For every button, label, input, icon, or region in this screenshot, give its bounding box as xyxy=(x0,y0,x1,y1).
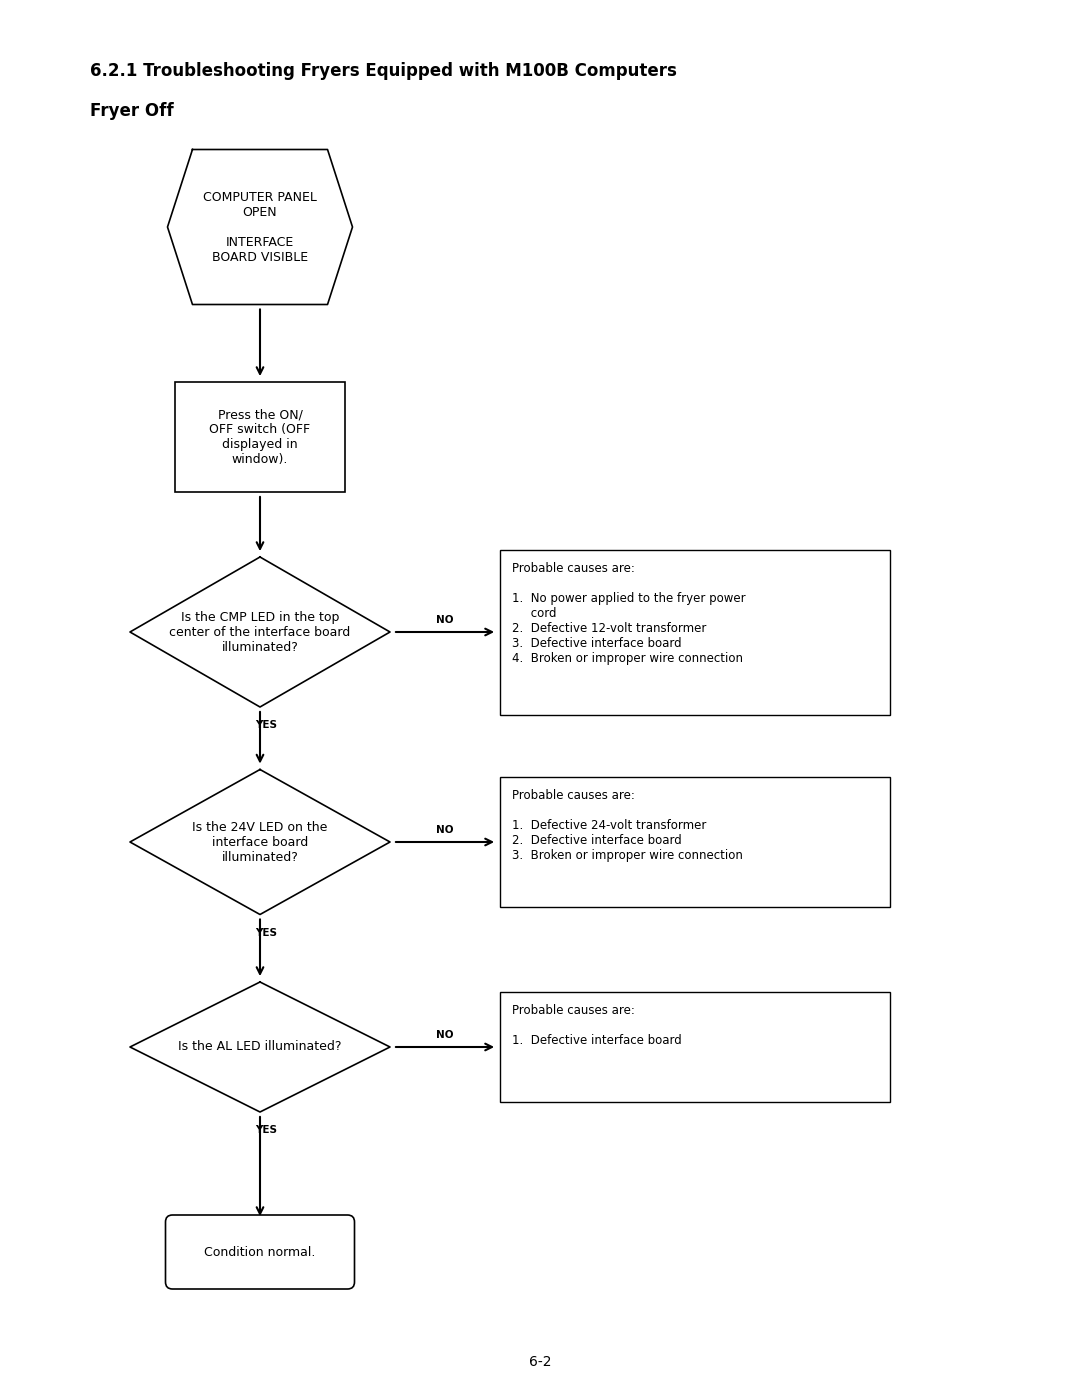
Text: Press the ON/
OFF switch (OFF
displayed in
window).: Press the ON/ OFF switch (OFF displayed … xyxy=(210,408,311,467)
Text: Is the CMP LED in the top
center of the interface board
illuminated?: Is the CMP LED in the top center of the … xyxy=(170,610,351,654)
Text: Condition normal.: Condition normal. xyxy=(204,1246,315,1259)
Bar xyxy=(500,992,890,1102)
Text: 6.2.1 Troubleshooting Fryers Equipped with M100B Computers: 6.2.1 Troubleshooting Fryers Equipped wi… xyxy=(90,61,677,80)
Text: Is the 24V LED on the
interface board
illuminated?: Is the 24V LED on the interface board il… xyxy=(192,820,327,863)
Text: 6-2: 6-2 xyxy=(529,1355,551,1369)
Text: YES: YES xyxy=(255,1125,276,1134)
Text: Probable causes are:

1.  No power applied to the fryer power
     cord
2.  Defe: Probable causes are: 1. No power applied… xyxy=(512,562,745,665)
Text: Probable causes are:

1.  Defective interface board: Probable causes are: 1. Defective interf… xyxy=(512,1004,681,1046)
Text: NO: NO xyxy=(436,826,454,835)
Bar xyxy=(175,381,345,492)
Text: COMPUTER PANEL
OPEN

INTERFACE
BOARD VISIBLE: COMPUTER PANEL OPEN INTERFACE BOARD VISI… xyxy=(203,190,316,264)
Text: YES: YES xyxy=(255,719,276,731)
Text: Probable causes are:

1.  Defective 24-volt transformer
2.  Defective interface : Probable causes are: 1. Defective 24-vol… xyxy=(512,789,743,862)
Text: Is the AL LED illuminated?: Is the AL LED illuminated? xyxy=(178,1041,341,1053)
Text: NO: NO xyxy=(436,1030,454,1039)
Text: Fryer Off: Fryer Off xyxy=(90,102,174,120)
Text: YES: YES xyxy=(255,928,276,937)
Bar xyxy=(500,777,890,907)
Bar xyxy=(500,549,890,714)
Text: NO: NO xyxy=(436,615,454,624)
